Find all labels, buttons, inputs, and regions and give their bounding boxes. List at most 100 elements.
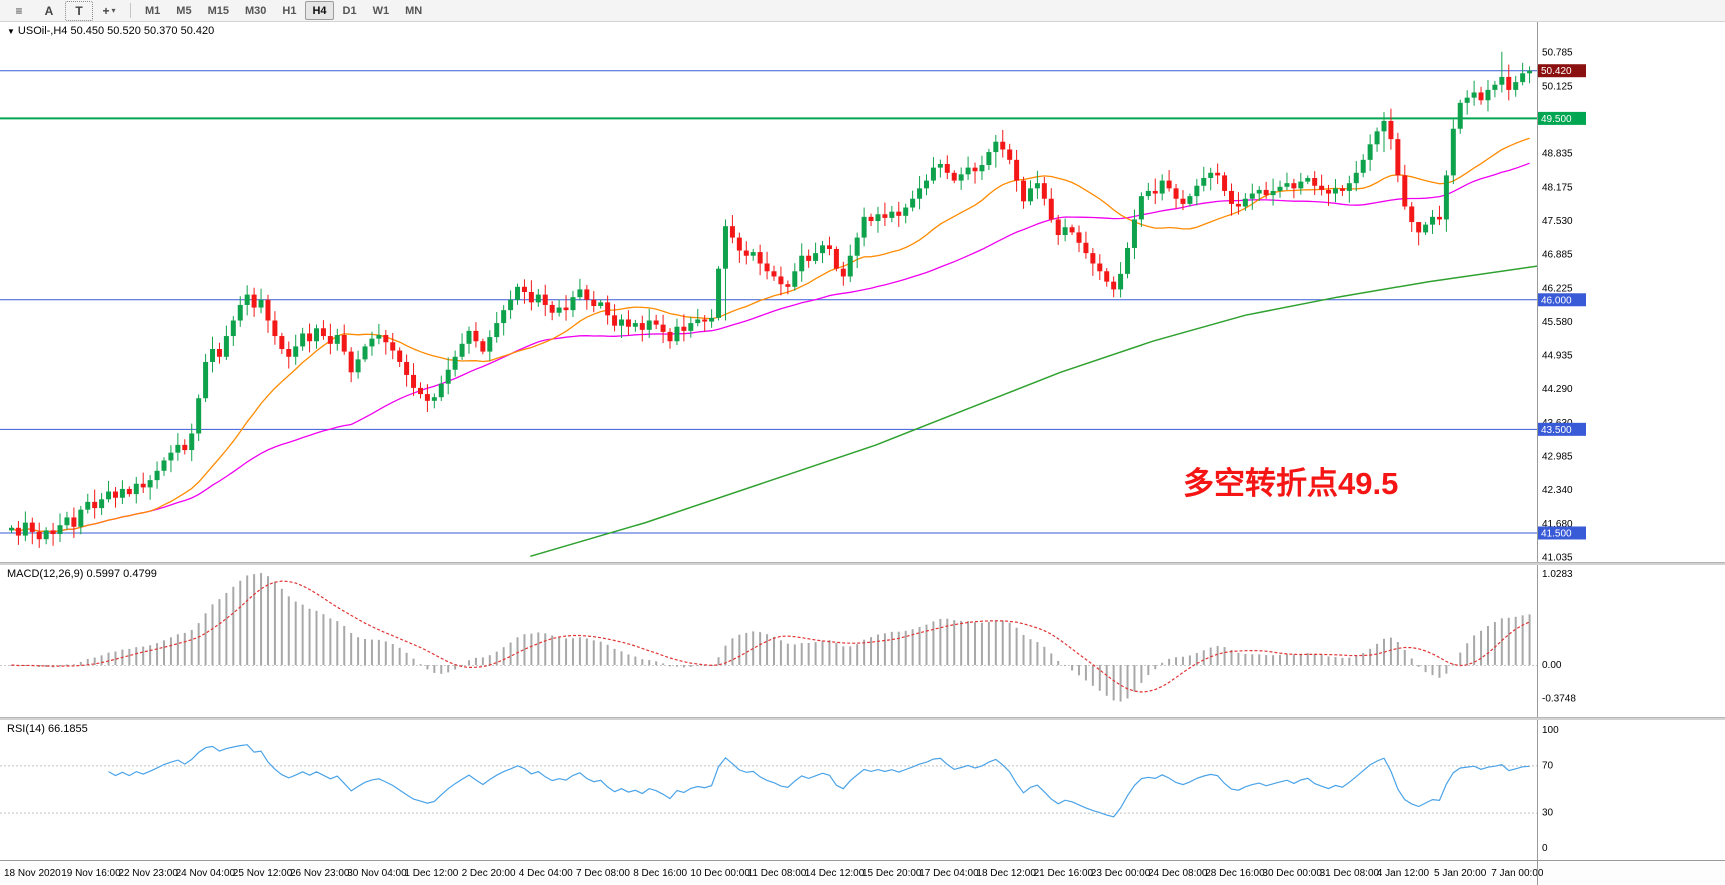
- rsi-panel: 100 70 30 0 RSI(14) 66.1855: [0, 720, 1725, 860]
- annotation-letter-icon: A: [44, 3, 54, 18]
- toolbar-separator: [130, 3, 131, 18]
- timeframe-button-h4[interactable]: H4: [305, 1, 334, 20]
- rsi-axis-tick: 70: [1542, 760, 1554, 771]
- time-axis-label: 1 Dec 12:00: [404, 868, 458, 879]
- price-axis-tick: 48.835: [1542, 148, 1573, 159]
- ma-slow-line: [11, 162, 1530, 533]
- time-axis-label: 14 Dec 12:00: [805, 868, 865, 879]
- text-tool-button[interactable]: T: [65, 0, 93, 21]
- price-level-badge-label: 50.420: [1541, 66, 1572, 77]
- price-axis-tick: 50.125: [1542, 82, 1573, 93]
- collapse-triangle-icon[interactable]: ▼: [7, 27, 15, 36]
- price-axis-tick: 41.035: [1542, 553, 1573, 562]
- time-axis-label: 4 Dec 04:00: [519, 868, 573, 879]
- price-axis-tick: 42.985: [1542, 452, 1573, 463]
- crosshair-tool-icon: +: [102, 3, 110, 18]
- price-axis-tick: 47.530: [1542, 216, 1573, 227]
- price-level-badge-label: 49.500: [1541, 114, 1572, 125]
- time-axis-label: 21 Dec 16:00: [1034, 868, 1094, 879]
- macd-axis-tick: -0.3748: [1542, 694, 1576, 705]
- time-axis-label: 15 Dec 20:00: [862, 868, 922, 879]
- chart-list-icon: ≡: [15, 3, 23, 18]
- panel-splitter[interactable]: [0, 717, 1725, 720]
- time-axis-label: 30 Nov 04:00: [347, 868, 407, 879]
- toolbar: ≡ A T + ▾ M1 M5 M15 M30 H1 H4 D1 W1 MN: [0, 0, 1725, 22]
- rsi-axis-tick: 100: [1542, 725, 1559, 736]
- time-axis-label: 24 Dec 08:00: [1148, 868, 1208, 879]
- time-axis-label: 17 Dec 04:00: [919, 868, 979, 879]
- rsi-axis-tick: 30: [1542, 808, 1554, 819]
- time-axis-label: 26 Nov 23:00: [290, 868, 350, 879]
- time-axis-label: 22 Nov 23:00: [118, 868, 178, 879]
- main-chart-panel: 50.785 50.125 48.835 48.175 47.530 46.885 46.2…: [0, 22, 1725, 562]
- time-axis-label: 10 Dec 00:00: [690, 868, 750, 879]
- candlestick-series: [9, 51, 1533, 548]
- rsi-line: [108, 744, 1530, 818]
- ma-trend-line: [530, 265, 1538, 558]
- panel-splitter[interactable]: [0, 562, 1725, 565]
- price-level-badge: [1538, 422, 1586, 436]
- time-axis-label: 31 Dec 08:00: [1320, 868, 1380, 879]
- rsi-header: RSI(14) 66.1855: [7, 723, 88, 735]
- timeframe-button-m1[interactable]: M1: [145, 4, 161, 17]
- tool-buttons: ≡ A T + ▾: [4, 0, 124, 21]
- chart-annotation: 多空转折点49.5: [1183, 466, 1399, 501]
- time-axis-label: 7 Jan 00:00: [1491, 868, 1544, 879]
- timeframe-button-mn[interactable]: MN: [405, 4, 423, 17]
- chart-list-button[interactable]: ≡: [5, 1, 33, 21]
- ma-fast-line: [11, 137, 1530, 533]
- timeframe-button-m30[interactable]: M30: [244, 4, 267, 17]
- price-axis-tick: 46.225: [1542, 284, 1573, 295]
- rsi-axis-tick: 0: [1542, 843, 1548, 854]
- timeframe-button-w1[interactable]: W1: [372, 4, 390, 17]
- timeframe-button-m5[interactable]: M5: [176, 4, 192, 17]
- macd-panel: 1.0283 0.00 -0.3748 MACD(12,26,9) 0.5997 0…: [0, 565, 1725, 717]
- time-axis-label: 2 Dec 20:00: [462, 868, 516, 879]
- crosshair-tool-button[interactable]: + ▾: [95, 1, 123, 21]
- macd-histogram: [10, 573, 1531, 702]
- price-level-badge-label: 46.000: [1541, 295, 1572, 306]
- price-axis-tick: 46.885: [1542, 249, 1573, 260]
- price-axis-tick: 41.680: [1542, 519, 1573, 530]
- time-axis-label: 4 Jan 12:00: [1377, 868, 1430, 879]
- chart-ohlc-text: USOil-,H4 50.450 50.520 50.370 50.420: [17, 25, 215, 37]
- rsi-canvas[interactable]: 100 70 30 0: [0, 720, 1725, 860]
- macd-axis-tick: 0.00: [1542, 660, 1562, 671]
- timeframe-button-m15[interactable]: M15: [207, 4, 229, 17]
- price-axis-tick: 50.785: [1542, 47, 1573, 58]
- chart-header: ▼ USOil-,H4 50.450 50.520 50.370 50.420: [7, 25, 214, 37]
- timeframe-button-h1[interactable]: H1: [282, 4, 297, 17]
- price-axis-tick: 45.580: [1542, 317, 1573, 328]
- time-axis-label: 23 Dec 00:00: [1091, 868, 1151, 879]
- macd-axis-tick: 1.0283: [1542, 569, 1573, 580]
- price-axis-tick: 44.935: [1542, 350, 1573, 361]
- time-axis-label: 7 Dec 08:00: [576, 868, 630, 879]
- price-level-badge: [1538, 111, 1586, 125]
- chevron-down-icon: ▾: [111, 6, 116, 15]
- macd-signal-line: [11, 580, 1530, 693]
- time-axis-label: 18 Dec 12:00: [976, 868, 1036, 879]
- time-axis-label: 18 Nov 2020: [4, 868, 61, 879]
- main-chart-canvas[interactable]: 50.785 50.125 48.835 48.175 47.530 46.885 46.2…: [0, 22, 1725, 562]
- price-level-badge-label: 43.500: [1541, 425, 1572, 436]
- timeframe-buttons: M1 M5 M15 M30 H1 H4 D1 W1 MN: [137, 0, 430, 21]
- price-axis-tick: 42.340: [1542, 485, 1573, 496]
- time-axis-label: 11 Dec 08:00: [748, 868, 807, 879]
- time-axis-label: 8 Dec 16:00: [633, 868, 687, 879]
- price-axis-tick: 48.175: [1542, 183, 1573, 194]
- price-level-badge: [1538, 64, 1586, 78]
- time-axis[interactable]: 18 Nov 2020 19 Nov 16:00 22 Nov 23:00 24 No…: [0, 860, 1725, 885]
- price-axis-tick: 44.290: [1542, 384, 1573, 395]
- price-level-badge: [1538, 293, 1586, 307]
- time-axis-label: 5 Jan 20:00: [1434, 868, 1487, 879]
- time-axis-label: 24 Nov 04:00: [176, 868, 236, 879]
- timeframe-button-d1[interactable]: D1: [342, 4, 357, 17]
- time-axis-label: 19 Nov 16:00: [61, 868, 121, 879]
- time-axis-label: 25 Nov 12:00: [233, 868, 293, 879]
- price-level-badge-label: 41.500: [1541, 528, 1572, 539]
- macd-header: MACD(12,26,9) 0.5997 0.4799: [7, 568, 157, 580]
- time-axis-label: 28 Dec 16:00: [1205, 868, 1265, 879]
- macd-canvas[interactable]: 1.0283 0.00 -0.3748: [0, 565, 1725, 717]
- annotation-letter-button[interactable]: A: [35, 1, 63, 21]
